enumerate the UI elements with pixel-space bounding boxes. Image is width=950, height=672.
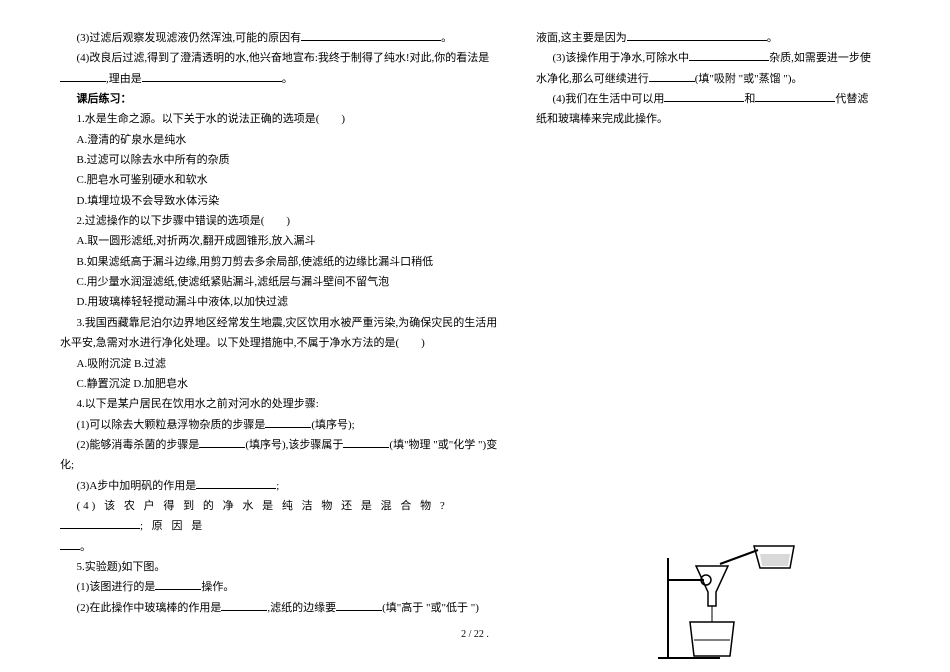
q4-sub4-tail: 。 (60, 537, 500, 557)
q3-optAB: A.吸附沉淀 B.过滤 (60, 354, 500, 374)
r-line2: (3)该操作用于净水,可除水中杂质,如需要进一步使水净化,那么可继续进行(填"吸… (536, 48, 876, 89)
r-line1: 液面,这主要是因为。 (536, 28, 876, 48)
q5-stem: 5.实验题)如下图。 (60, 557, 500, 577)
q1-optC: C.肥皂水可鉴别硬水和软水 (60, 170, 500, 190)
q2-optA: A.取一圆形滤纸,对折两次,翻开成圆锥形,放入漏斗 (60, 231, 500, 251)
section-heading: 课后练习： (60, 89, 500, 109)
q4-sub2: (2)能够消毒杀菌的步骤是(填序号),该步骤属于(填"物理 "或"化学 ")变化… (60, 435, 500, 476)
q3-stem: 3.我国西藏靠尼泊尔边界地区经常发生地震,灾区饮用水被严重污染,为确保灾民的生活… (60, 313, 500, 354)
q2-optB: B.如果滤纸高于漏斗边缘,用剪刀剪去多余局部,使滤纸的边缘比漏斗口稍低 (60, 252, 500, 272)
q4-stem: 4.以下是某户居民在饮用水之前对河水的处理步骤: (60, 394, 500, 414)
filtration-diagram (650, 544, 810, 664)
q4-sub4: (4) 该 农 户 得 到 的 净 水 是 纯 洁 物 还 是 混 合 物 ? … (60, 496, 500, 537)
q2-optC: C.用少量水润湿滤纸,使滤纸紧贴漏斗,滤纸层与漏斗壁间不留气泡 (60, 272, 500, 292)
q2-optD: D.用玻璃棒轻轻搅动漏斗中液体,以加快过滤 (60, 292, 500, 312)
q1-stem: 1.水是生命之源。以下关于水的说法正确的选项是( ) (60, 109, 500, 129)
q4-sub1: (1)可以除去大颗粒悬浮物杂质的步骤是(填序号); (60, 415, 500, 435)
page-number: 2 / 22 . (461, 629, 489, 640)
q3-sub3: (3)过滤后观察发现滤液仍然浑浊,可能的原因有。 (60, 28, 500, 48)
q5-sub1: (1)该图进行的是操作。 (60, 577, 500, 597)
q1-optA: A.澄清的矿泉水是纯水 (60, 130, 500, 150)
q4-sub3: (3)A步中加明矾的作用是; (60, 476, 500, 496)
q1-optB: B.过滤可以除去水中所有的杂质 (60, 150, 500, 170)
left-column: (3)过滤后观察发现滤液仍然浑浊,可能的原因有。 (4)改良后过滤,得到了澄清透… (60, 28, 500, 652)
q3-optCD: C.静置沉淀 D.加肥皂水 (60, 374, 500, 394)
q5-sub2: (2)在此操作中玻璃棒的作用是,滤纸的边缘要(填"高于 "或"低于 ") (60, 598, 500, 618)
q3-sub4: (4)改良后过滤,得到了澄清透明的水,他兴奋地宣布:我终于制得了纯水!对此,你的… (60, 48, 500, 89)
r-line3: (4)我们在生活中可以用和代替滤纸和玻璃棒来完成此操作。 (536, 89, 876, 130)
q1-optD: D.填埋垃圾不会导致水体污染 (60, 191, 500, 211)
q2-stem: 2.过滤操作的以下步骤中错误的选项是( ) (60, 211, 500, 231)
